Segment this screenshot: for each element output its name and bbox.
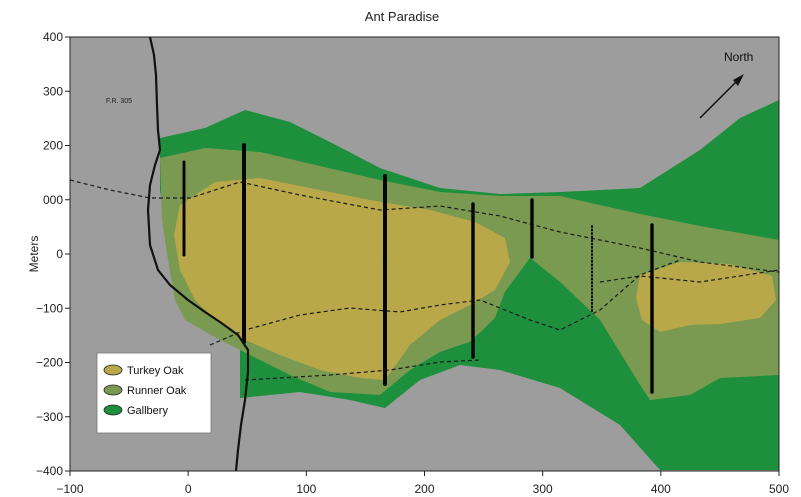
x-tick-label: 400: [651, 482, 671, 496]
gallbery-wedge: [470, 258, 650, 400]
north-arrow: North: [699, 50, 753, 119]
sampling-transects: [182, 143, 654, 394]
y-tick-label: 300: [43, 84, 63, 98]
legend-label: Turkey Oak: [127, 365, 184, 377]
y-tick-label: −400: [36, 464, 63, 478]
north-label: North: [724, 50, 753, 64]
turkey-oak-zone-main: [174, 178, 510, 380]
x-tick-label: 500: [769, 482, 789, 496]
transect-lines: [69, 179, 780, 381]
y-tick-label: 0: [56, 247, 63, 261]
x-tick-label: −100: [56, 482, 83, 496]
legend-swatch: [103, 384, 123, 396]
y-tick-label: 000: [43, 193, 63, 207]
legend-label: Gallbery: [127, 405, 168, 417]
x-axis: −100 0 100 200 300 400 500: [56, 471, 789, 496]
x-tick-label: 100: [296, 482, 316, 496]
y-axis-label: Meters: [27, 236, 41, 273]
y-tick-label: 400: [43, 30, 63, 44]
x-tick-label: 200: [414, 482, 434, 496]
road-fr-305: [146, 36, 250, 472]
y-tick-label: −100: [36, 301, 63, 315]
y-tick-label: −300: [36, 410, 63, 424]
legend-swatch: [103, 364, 123, 376]
x-tick-label: 0: [185, 482, 192, 496]
north-arrow-head: [733, 74, 744, 86]
y-tick-label: 200: [43, 139, 63, 153]
plot-area: F.R. 305 North Turkey Oak Runner Oak Gallb…: [69, 36, 780, 472]
y-tick-label: −200: [36, 356, 63, 370]
legend-label: Runner Oak: [127, 385, 187, 397]
legend: Turkey Oak Runner Oak Gallbery: [96, 352, 212, 434]
north-arrow-icon: [699, 81, 737, 119]
legend-swatch: [103, 404, 123, 416]
road-label: F.R. 305: [106, 98, 132, 105]
chart-title: Ant Paradise: [365, 9, 439, 24]
x-tick-label: 300: [533, 482, 553, 496]
